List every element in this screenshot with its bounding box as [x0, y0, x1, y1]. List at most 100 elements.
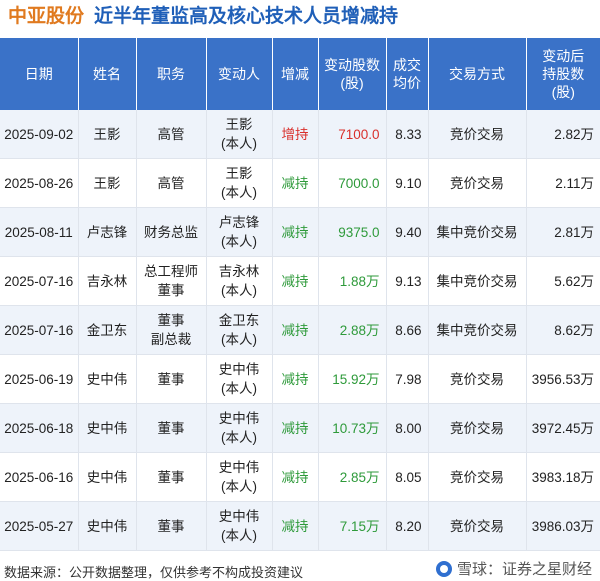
column-header-role: 职务 [136, 38, 207, 110]
cell-name-text: 史中伟 [86, 420, 128, 436]
cell-method-text: 竞价交易 [450, 518, 504, 534]
cell-shares-text: 10.73万 [332, 420, 380, 436]
cell-price: 8.20 [386, 501, 429, 551]
cell-shares: 7.15万 [318, 501, 387, 551]
cell-shares: 15.92万 [318, 354, 387, 404]
cell-date-text: 2025-06-19 [4, 371, 74, 387]
cell-after: 8.62万 [526, 305, 600, 355]
column-header-line: 增减 [281, 66, 309, 82]
cell-direction: 减持 [272, 207, 319, 257]
cell-date-text: 2025-07-16 [4, 322, 74, 338]
cell-changer-text: (本人) [221, 381, 257, 396]
cell-after: 5.62万 [526, 256, 600, 306]
cell-role: 高管 [136, 158, 207, 208]
cell-direction: 减持 [272, 158, 319, 208]
table-header-row: 日期 姓名 职务 变动人 增减 变动股数 (股) 成交 均价 交易方式 变动后 持股数 (股) [0, 38, 600, 110]
cell-changer-text: (本人) [221, 332, 257, 347]
cell-changer-text: (本人) [221, 136, 257, 151]
column-header-line: 交易方式 [449, 66, 505, 82]
cell-role-text: 董事 [157, 469, 185, 485]
cell-date-text: 2025-05-27 [4, 518, 74, 534]
cell-changer-text: (本人) [221, 185, 257, 200]
cell-shares: 9375.0 [318, 207, 387, 257]
cell-date: 2025-07-16 [0, 256, 79, 306]
cell-changer-text: (本人) [221, 479, 257, 494]
cell-after-text: 8.62万 [554, 322, 594, 338]
cell-direction: 减持 [272, 256, 319, 306]
cell-direction-text: 减持 [281, 322, 309, 338]
snowball-logo-icon [435, 560, 452, 577]
cell-after: 3972.45万 [526, 403, 600, 453]
cell-price-text: 8.33 [395, 126, 422, 142]
cell-method: 竞价交易 [428, 501, 527, 551]
table-row: 2025-08-26 王影 高管 王影 (本人) 减持 7000.0 9.10 竞价交易 2.11… [0, 158, 600, 208]
cell-method-text: 集中竞价交易 [436, 224, 518, 240]
insider-trading-table: 日期 姓名 职务 变动人 增减 变动股数 (股) 成交 均价 交易方式 变动后 持股数 (股) 2025… [0, 38, 600, 551]
cell-after-text: 2.82万 [554, 126, 594, 142]
cell-method: 竞价交易 [428, 158, 527, 208]
cell-role-text: 董事 [157, 518, 185, 534]
cell-price: 8.33 [386, 110, 429, 159]
cell-method: 集中竞价交易 [428, 305, 527, 355]
cell-shares: 1.88万 [318, 256, 387, 306]
cell-changer: 史中伟 (本人) [206, 354, 273, 404]
cell-price-text: 8.20 [395, 518, 422, 534]
cell-after-text: 2.11万 [555, 175, 594, 191]
cell-changer: 史中伟 (本人) [206, 501, 273, 551]
cell-direction: 增持 [272, 110, 319, 159]
cell-changer: 王影 (本人) [206, 110, 273, 159]
cell-direction: 减持 [272, 501, 319, 551]
cell-direction: 减持 [272, 452, 319, 502]
table-row: 2025-08-11 卢志锋 财务总监 卢志锋 (本人) 减持 9375.0 9.40 集中竞价… [0, 207, 600, 257]
brand-label: 雪球：证券之星财经 [456, 561, 592, 578]
cell-direction-text: 增持 [281, 126, 309, 142]
cell-date: 2025-06-19 [0, 354, 79, 404]
cell-name: 金卫东 [78, 305, 137, 355]
cell-changer-text: 卢志锋 [218, 215, 260, 230]
table-row: 2025-06-16 史中伟 董事 史中伟 (本人) 减持 2.85万 8.05 竞价交易 398… [0, 452, 600, 502]
column-header-line: (股) [340, 75, 364, 91]
cell-direction-text: 减持 [281, 273, 309, 289]
cell-name: 史中伟 [78, 403, 137, 453]
table-row: 2025-09-02 王影 高管 王影 (本人) 增持 7100.0 8.33 竞价交易 2.82… [0, 110, 600, 159]
cell-name: 吉永林 [78, 256, 137, 306]
cell-role: 董事 [136, 403, 207, 453]
column-header-line: (股) [551, 84, 575, 100]
cell-date: 2025-09-02 [0, 110, 79, 159]
cell-method: 集中竞价交易 [428, 207, 527, 257]
cell-changer-text: (本人) [221, 283, 257, 298]
column-header-shares: 变动股数 (股) [318, 38, 387, 110]
data-source-note: 数据来源：公开数据整理，仅供参考不构成投资建议 [4, 565, 304, 580]
cell-direction-text: 减持 [281, 371, 309, 387]
cell-changer-text: 史中伟 [218, 509, 260, 524]
cell-method-text: 竞价交易 [450, 126, 504, 142]
cell-method-text: 竞价交易 [450, 371, 504, 387]
cell-price-text: 9.40 [395, 224, 422, 240]
cell-price-text: 8.00 [395, 420, 422, 436]
cell-role-text: 董事 [157, 371, 185, 387]
column-header-line: 变动人 [218, 66, 260, 82]
cell-shares-text: 15.92万 [332, 371, 380, 387]
cell-name-text: 王影 [93, 175, 121, 191]
cell-role: 董事 [136, 452, 207, 502]
cell-changer: 吉永林 (本人) [206, 256, 273, 306]
cell-date-text: 2025-08-26 [4, 175, 74, 191]
cell-shares-text: 9375.0 [338, 224, 380, 240]
cell-method: 竞价交易 [428, 452, 527, 502]
cell-date-text: 2025-07-16 [4, 273, 74, 289]
column-header-line: 日期 [24, 66, 53, 82]
cell-after-text: 3956.53万 [531, 371, 594, 387]
table-row: 2025-05-27 史中伟董事 史中伟 (本人) 减持 7.15万 8.20 竞价交易 398… [0, 501, 600, 551]
cell-name: 王影 [78, 158, 137, 208]
cell-after: 2.81万 [526, 207, 600, 257]
cell-changer-text: (本人) [221, 528, 257, 543]
cell-role: 董事 [136, 501, 207, 551]
cell-date: 2025-08-26 [0, 158, 79, 208]
cell-changer: 王影 (本人) [206, 158, 273, 208]
cell-after-text: 3986.03万 [531, 518, 594, 534]
cell-shares-text: 2.85万 [339, 469, 380, 485]
cell-direction-text: 减持 [281, 224, 309, 240]
column-header-line: 职务 [157, 66, 185, 82]
cell-name: 王影 [78, 110, 137, 159]
page-title: 中亚股份 近半年董监高及核心技术人员增减持 [8, 4, 398, 30]
